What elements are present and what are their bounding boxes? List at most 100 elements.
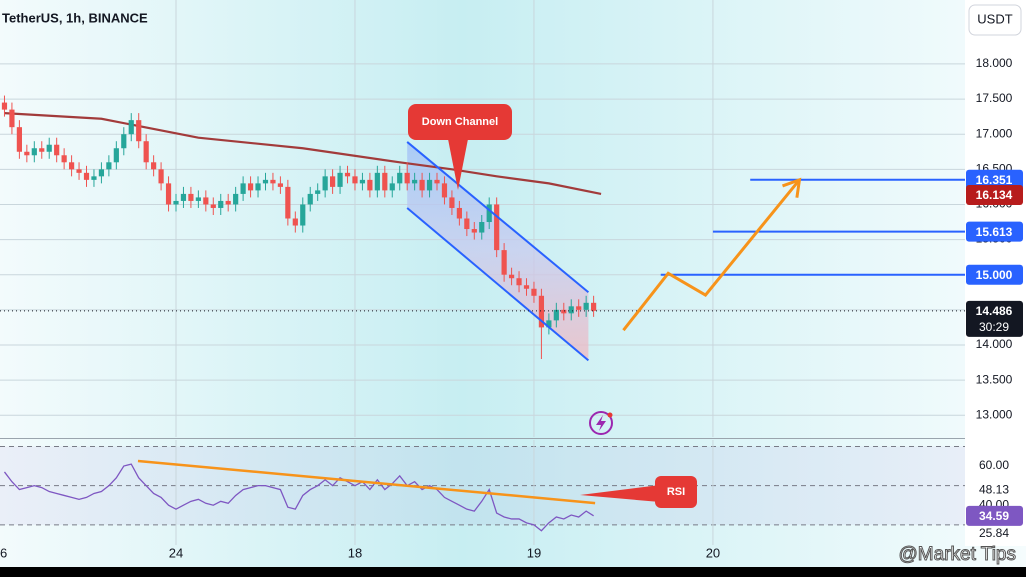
watermark: @Market Tips — [899, 544, 1016, 565]
projection-path — [622, 178, 801, 332]
replay-icon[interactable] — [589, 411, 613, 435]
candle-body — [188, 193, 194, 201]
x-tick-label: 24 — [169, 545, 183, 560]
candle-body — [24, 151, 30, 156]
x-tick-label: 19 — [527, 545, 541, 560]
channel-lower — [406, 207, 590, 362]
bottom-bar — [0, 567, 1026, 577]
callout-pointer — [448, 139, 468, 190]
candle-body — [591, 302, 597, 311]
candle-body — [16, 127, 22, 152]
candle-body — [76, 169, 82, 173]
candle-body — [165, 183, 172, 205]
candle-body — [54, 144, 60, 156]
price-pane — [0, 0, 965, 437]
candle-body — [538, 295, 545, 328]
rsi-callout: RSI — [580, 476, 697, 508]
candle-body — [233, 193, 239, 205]
candle-body — [508, 274, 515, 279]
candle-body — [136, 120, 142, 142]
channel-upper — [406, 141, 590, 294]
icon-bolt[interactable] — [596, 415, 606, 431]
candle-body — [419, 179, 425, 191]
candle-body — [1, 102, 8, 110]
candle-body — [531, 288, 537, 296]
y-tick-label: 17.500 — [976, 91, 1013, 105]
candle-body — [277, 183, 284, 187]
candle-body — [173, 200, 179, 205]
candle-body — [389, 183, 395, 191]
x-tick-label: 18 — [348, 545, 362, 560]
rsi-value-box — [966, 505, 1023, 526]
candle-body — [434, 179, 440, 184]
callout-pointer — [580, 485, 660, 502]
y-tick-label: 18.000 — [976, 56, 1013, 70]
projection-arrowhead — [781, 177, 802, 198]
candle-body — [330, 176, 336, 187]
candle-body — [494, 204, 500, 251]
candle-body — [91, 176, 97, 180]
currency-button[interactable] — [968, 4, 1022, 36]
candle-body — [471, 229, 477, 233]
candle-body — [322, 176, 328, 191]
rsi-line — [3, 463, 594, 532]
candle-body — [456, 207, 462, 219]
candle-body — [337, 172, 343, 187]
candle-body — [285, 186, 291, 219]
candle-body — [121, 134, 127, 149]
rsi-value-label: 48.13 — [979, 482, 1009, 496]
rsi-pane — [0, 440, 965, 545]
price-label: 16.351 — [976, 173, 1013, 187]
candle-body — [486, 204, 492, 223]
candle-body — [143, 141, 149, 163]
candle-body — [300, 204, 306, 226]
candle-body — [576, 306, 582, 310]
price-label-box — [966, 169, 1023, 190]
last-price-label: 14.486 — [976, 304, 1013, 318]
candle-body — [270, 179, 276, 184]
candle-body — [501, 250, 507, 275]
callout-text: RSI — [667, 486, 685, 498]
price-label: 15.000 — [976, 268, 1013, 282]
countdown-label: 30:29 — [979, 320, 1009, 334]
candle-body — [553, 309, 559, 321]
candle-body — [61, 155, 67, 163]
candle-body — [31, 148, 37, 156]
candle-body — [210, 204, 216, 208]
candle-body — [397, 172, 403, 184]
candle-body — [98, 169, 105, 177]
candle-body — [307, 193, 313, 205]
candle-body — [359, 179, 366, 184]
candle-body — [106, 162, 112, 170]
candle-body — [247, 183, 254, 191]
candle-body — [367, 179, 373, 191]
candle-body — [546, 320, 552, 328]
candle-body — [404, 172, 410, 184]
icon-ring[interactable] — [589, 411, 613, 435]
callout-box — [408, 104, 512, 140]
candle-body — [46, 144, 52, 152]
candle-body — [523, 285, 530, 289]
currency-label[interactable]: USDT — [977, 11, 1012, 26]
candle-body — [113, 148, 119, 163]
rsi-value-label: 25.84 — [979, 526, 1009, 540]
candle-body — [195, 197, 201, 201]
candle-body — [262, 179, 269, 184]
callout-text: Down Channel — [422, 116, 498, 128]
axes: 62418192013.00013.50014.00014.50015.0001… — [0, 56, 1023, 560]
candle-body — [464, 218, 470, 230]
candle-body — [68, 162, 75, 170]
candle-body — [83, 172, 90, 180]
candle-body — [568, 306, 574, 314]
candle-body — [240, 183, 246, 194]
price-label-box — [966, 185, 1023, 206]
y-tick-label: 17.000 — [976, 126, 1013, 140]
candle-body — [203, 197, 209, 205]
candle-body — [39, 148, 45, 152]
icon-dot[interactable] — [607, 412, 613, 418]
candle-body — [426, 179, 433, 191]
candle-body — [292, 218, 298, 226]
last-price-box — [966, 300, 1023, 337]
candle-body — [225, 200, 231, 205]
